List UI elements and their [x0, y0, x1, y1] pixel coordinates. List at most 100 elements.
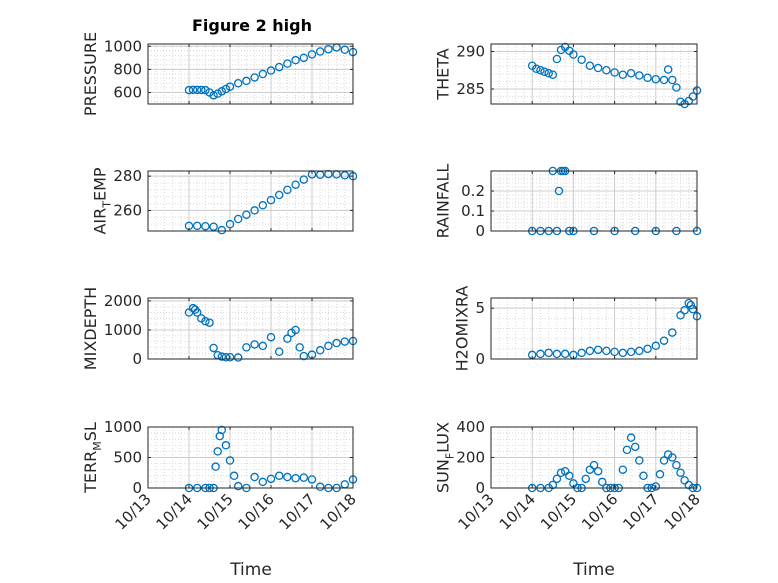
data-point	[659, 456, 669, 465]
x-tick-label: 10/14	[153, 490, 196, 533]
data-point	[651, 341, 661, 351]
data-point	[274, 347, 284, 356]
data-point	[291, 55, 300, 65]
data-point	[213, 89, 222, 98]
y-tick-label: 1000	[104, 321, 142, 339]
data-point	[217, 352, 227, 361]
x-tick-label: 10/18	[317, 490, 360, 533]
y-tick-label: 1000	[104, 418, 142, 436]
data-point	[688, 92, 698, 101]
data-point	[672, 460, 681, 470]
y-axis-label-rest: SL	[81, 422, 100, 441]
data-point	[229, 471, 239, 481]
y-tick-label: 0	[475, 222, 485, 240]
data-point	[597, 477, 607, 487]
data-point	[548, 480, 558, 490]
data-point	[250, 73, 259, 82]
axes-box	[147, 297, 354, 360]
data-point	[655, 470, 665, 479]
data-point	[536, 66, 545, 75]
data-point	[684, 298, 694, 308]
x-tick-label: 10/17	[619, 490, 662, 533]
data-point	[532, 64, 541, 74]
data-point	[618, 348, 628, 358]
x-tick-label: 10/15	[194, 490, 237, 533]
data-point	[556, 468, 566, 477]
data-point	[565, 471, 574, 481]
y-tick-label: 260	[113, 201, 142, 219]
x-tick-label: 10/15	[537, 490, 580, 533]
y-tick-label: 285	[456, 80, 485, 98]
data-point	[221, 84, 231, 94]
data-point	[250, 340, 259, 349]
data-point	[283, 472, 292, 482]
y-tick-label: 280	[113, 167, 142, 185]
data-point	[274, 471, 284, 481]
data-point	[618, 465, 628, 474]
data-point	[274, 190, 284, 200]
y-tick-label: 2000	[104, 292, 142, 310]
data-point	[643, 73, 652, 83]
data-point	[295, 343, 304, 352]
data-point	[324, 44, 333, 54]
y-axis-label-subscript: M	[91, 441, 104, 451]
data-point	[250, 472, 259, 482]
data-point	[552, 54, 562, 64]
y-axis-label: MIXDEPTH	[81, 287, 100, 370]
data-point	[651, 75, 661, 84]
data-point	[266, 332, 276, 342]
data-point	[560, 349, 570, 359]
data-point	[548, 70, 558, 80]
subplot-7: 020040010/1310/1410/1510/1610/1710/18SUN…	[434, 418, 704, 533]
data-point	[659, 75, 669, 85]
data-point	[225, 456, 235, 465]
y-tick-label: 800	[113, 60, 142, 78]
data-point	[209, 91, 218, 100]
data-point	[602, 346, 611, 356]
plot-area	[491, 171, 697, 231]
data-point	[340, 45, 350, 55]
data-point	[639, 471, 648, 481]
data-point	[258, 477, 268, 487]
data-point	[258, 69, 268, 79]
x-tick-label: 10/16	[235, 490, 278, 533]
data-point	[209, 222, 218, 231]
data-point	[324, 169, 333, 179]
y-tick-label: 0.1	[461, 202, 485, 220]
data-point	[233, 214, 243, 224]
data-point	[299, 53, 309, 63]
data-point	[225, 353, 235, 362]
y-axis-label: H2OMIXRA	[453, 286, 472, 372]
data-point	[217, 87, 227, 96]
data-point	[225, 219, 235, 229]
x-tick-label: 10/18	[661, 490, 704, 533]
data-point	[201, 221, 210, 231]
data-point	[283, 334, 292, 343]
data-point	[635, 456, 644, 465]
data-point	[676, 311, 685, 320]
data-point	[211, 462, 220, 471]
y-axis-label-subscript: T	[101, 201, 114, 209]
data-point	[291, 180, 300, 189]
plot-area	[148, 171, 353, 231]
y-axis-label: AIRTEMP	[91, 167, 114, 234]
data-point	[635, 71, 644, 80]
data-point	[569, 50, 578, 59]
y-axis-label-main: MIXDEPTH	[81, 287, 100, 370]
plot-area	[148, 298, 353, 359]
data-point	[315, 482, 325, 492]
data-point	[266, 66, 276, 75]
data-point	[184, 85, 194, 95]
data-point	[242, 343, 251, 352]
data-point	[209, 343, 218, 353]
y-tick-label: 0.2	[461, 182, 485, 200]
data-point	[299, 175, 309, 184]
data-point	[593, 63, 603, 73]
y-axis-label: PRESSURE	[81, 32, 100, 116]
data-point	[593, 345, 603, 355]
data-point	[544, 69, 553, 78]
data-point	[283, 185, 292, 195]
